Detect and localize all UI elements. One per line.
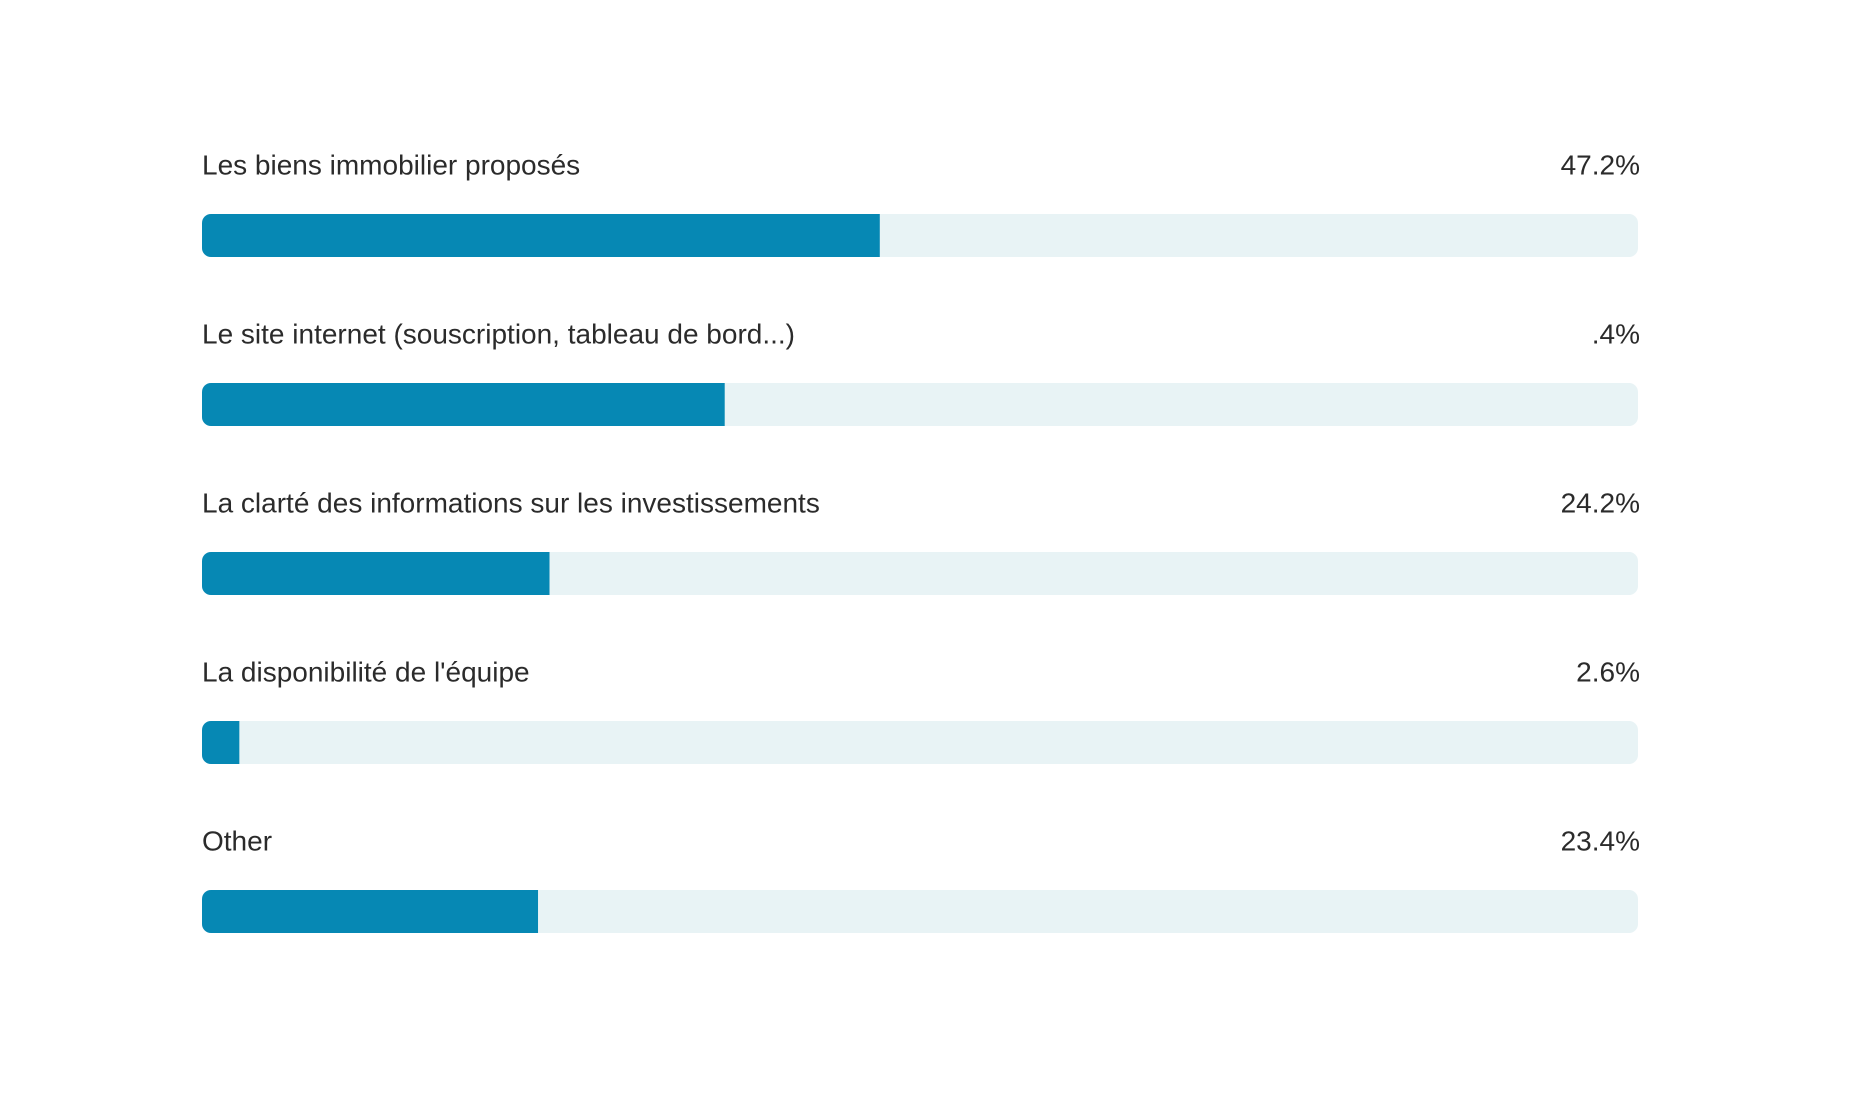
value-label: .4%: [1592, 318, 1640, 349]
bar: [202, 890, 539, 933]
category-label: Other: [202, 825, 272, 856]
bar: [202, 721, 240, 764]
value-label: 2.6%: [1576, 656, 1640, 687]
category-label: Le site internet (souscription, tableau …: [202, 318, 795, 349]
bar-track: [202, 721, 1638, 764]
category-label: La disponibilité de l'équipe: [202, 656, 530, 687]
bar: [202, 552, 550, 595]
bar: [202, 214, 880, 257]
category-label: Les biens immobilier proposés: [202, 149, 580, 180]
bar-track: [202, 890, 1638, 933]
value-label: 24.2%: [1561, 487, 1640, 518]
bar-track: [202, 552, 1638, 595]
category-label: La clarté des informations sur les inves…: [202, 487, 820, 518]
value-label: 47.2%: [1561, 149, 1640, 180]
value-label: 23.4%: [1561, 825, 1640, 856]
bar: [202, 383, 725, 426]
